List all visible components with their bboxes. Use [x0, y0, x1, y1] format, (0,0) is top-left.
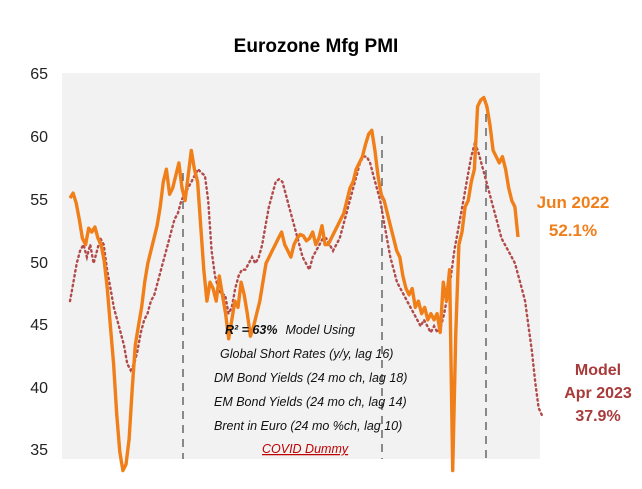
model-date-label: Apr 2023	[564, 385, 632, 402]
actual-callout: Jun 2022 52.1%	[537, 193, 610, 240]
annotation-covid: COVID Dummy	[262, 442, 349, 456]
model-annotation: R² = 63% Model Using Global Short Rates (…	[214, 323, 407, 456]
y-tick-label: 65	[30, 66, 48, 83]
annotation-line: EM Bond Yields (24 mo ch, lag 14)	[214, 395, 407, 409]
y-tick-label: 55	[30, 192, 48, 209]
y-tick-label: 35	[30, 442, 48, 459]
y-tick-label: 40	[30, 380, 48, 397]
annotation-line: Global Short Rates (y/y, lag 16)	[220, 347, 393, 361]
model-value-label: 37.9%	[575, 408, 620, 425]
actual-value-label: 52.1%	[549, 221, 597, 240]
model-title-label: Model	[575, 362, 621, 379]
recession-markers	[182, 100, 487, 459]
annotation-r2-line: R² = 63% Model Using	[225, 323, 355, 337]
y-tick-label: 45	[30, 317, 48, 334]
plot-area	[62, 73, 540, 459]
annotation-line: Brent in Euro (24 mo %ch, lag 10)	[214, 419, 402, 433]
annotation-line: DM Bond Yields (24 mo ch, lag 18)	[214, 371, 407, 385]
y-tick-label: 60	[30, 129, 48, 146]
y-tick-label: 50	[30, 255, 48, 272]
r2-value: R² = 63%	[225, 323, 277, 337]
model-using-label: Model Using	[285, 323, 355, 337]
chart-title: Eurozone Mfg PMI	[234, 36, 399, 57]
actual-date-label: Jun 2022	[537, 193, 610, 212]
model-callout: Model Apr 2023 37.9%	[564, 362, 632, 425]
model-series-line	[68, 140, 544, 417]
actual-series-line	[68, 95, 520, 473]
y-axis: 65 60 55 50 45 40 35	[30, 66, 48, 459]
